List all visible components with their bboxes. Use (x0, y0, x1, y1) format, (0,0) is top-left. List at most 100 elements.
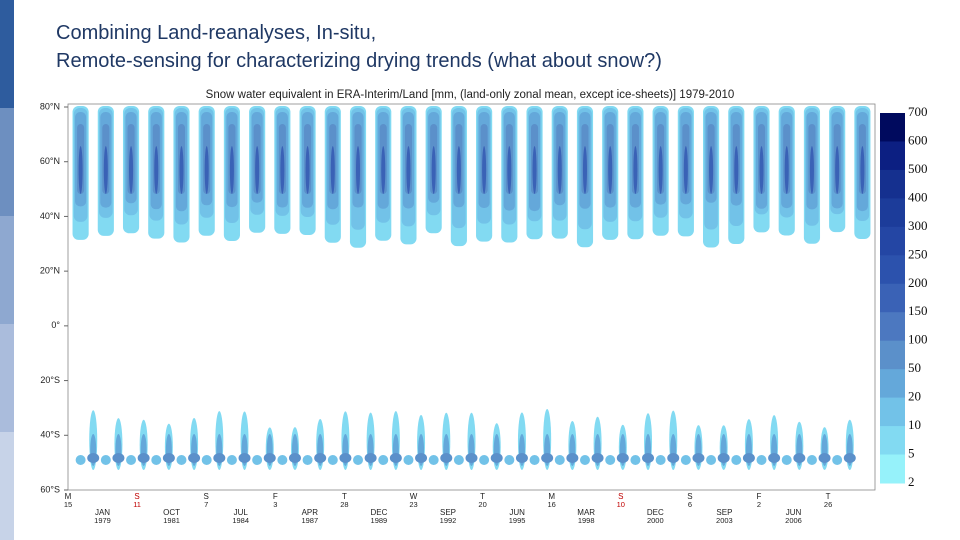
x-day-label: 6 (688, 500, 692, 509)
contour-band (415, 453, 428, 463)
x-year-label: 1987 (301, 516, 318, 525)
x-month-label: OCT (163, 508, 180, 517)
x-day-label: 2 (757, 500, 761, 509)
x-year-label: 1981 (163, 516, 180, 525)
contour-band (364, 453, 377, 463)
contour-band (154, 146, 159, 194)
contour-band (784, 146, 789, 194)
contour-band (252, 455, 263, 465)
contour-band (843, 453, 856, 463)
contour-band (255, 146, 260, 194)
contour-band (179, 146, 184, 194)
contour-band (201, 455, 212, 465)
x-day-label: 7 (204, 500, 208, 509)
x-year-label: 1979 (94, 516, 111, 525)
contour-band (238, 453, 251, 463)
contour-band (793, 453, 806, 463)
x-year-label: 2006 (785, 516, 802, 525)
x-day-label: 20 (478, 500, 486, 509)
x-weekday-label: M (65, 492, 72, 501)
x-year-label: 1995 (509, 516, 526, 525)
contour-band (655, 455, 666, 465)
x-weekday-label: T (342, 492, 347, 501)
x-day-label: 3 (273, 500, 277, 509)
contour-band (479, 455, 490, 465)
contour-band (103, 146, 108, 194)
contour-band (734, 146, 739, 194)
x-month-label: JUN (786, 508, 802, 517)
x-year-label: 2003 (716, 516, 733, 525)
colorbar-label: 200 (908, 275, 928, 290)
contour-band (742, 453, 755, 463)
contour-band (680, 455, 691, 465)
side-bar (0, 0, 14, 540)
contour-band (630, 455, 641, 465)
contour-band (188, 453, 201, 463)
x-month-label: SEP (716, 508, 732, 517)
colorbar-label: 10 (908, 417, 921, 432)
contour-band (709, 146, 714, 194)
contour-band (706, 455, 717, 465)
y-tick-label: 20°N (40, 266, 60, 276)
contour-band (759, 146, 764, 194)
colorbar-swatch (880, 283, 905, 313)
contour-band (353, 455, 364, 465)
contour-band (226, 455, 237, 465)
contour-band (176, 455, 187, 465)
contour-band (87, 453, 100, 463)
colorbar-swatch (880, 198, 905, 228)
colorbar-swatch (880, 169, 905, 199)
x-weekday-label: S (134, 492, 139, 501)
colorbar-label: 500 (908, 161, 928, 176)
contour-band (305, 146, 310, 194)
contour-band (440, 453, 453, 463)
x-year-label: 2000 (647, 516, 664, 525)
contour-band (541, 453, 554, 463)
colorbar-label: 20 (908, 389, 921, 404)
contour-band (378, 455, 389, 465)
contour-band (277, 455, 288, 465)
slide-title: Combining Land-reanalyses, In-situ, (56, 22, 377, 44)
colorbar-label: 400 (908, 189, 928, 204)
x-day-label: 26 (824, 500, 832, 509)
contour-band (229, 146, 234, 194)
y-tick-label: 40°N (40, 211, 60, 221)
contour-band (768, 453, 781, 463)
contour-band (129, 146, 134, 194)
x-month-label: DEC (647, 508, 664, 517)
contour-band (456, 146, 461, 194)
colorbar-swatch (880, 141, 905, 171)
contour-band (330, 146, 335, 194)
x-day-label: 16 (548, 500, 556, 509)
contour-band (781, 455, 792, 465)
colorbar-swatch (880, 226, 905, 256)
y-tick-label: 40°S (40, 430, 60, 440)
x-month-label: JUN (509, 508, 525, 517)
colorbar-label: 2 (908, 474, 915, 489)
contour-band (75, 455, 86, 465)
colorbar-label: 250 (908, 246, 928, 261)
y-tick-label: 20°S (40, 375, 60, 385)
contour-band (658, 146, 663, 194)
x-year-label: 1989 (371, 516, 388, 525)
contour-band (288, 453, 301, 463)
contour-band (608, 146, 613, 194)
colorbar-label: 5 (908, 446, 915, 461)
colorbar-label: 50 (908, 360, 921, 375)
contour-band (591, 453, 604, 463)
contour-field (72, 106, 871, 471)
contour-band (137, 453, 150, 463)
contour-band (162, 453, 175, 463)
contour-band (532, 146, 537, 194)
colorbar-label: 300 (908, 218, 928, 233)
x-weekday-label: W (410, 492, 418, 501)
contour-band (263, 453, 276, 463)
contour-band (554, 455, 565, 465)
contour-band (431, 146, 436, 194)
contour-band (566, 453, 579, 463)
contour-band (453, 455, 464, 465)
contour-band (406, 146, 411, 194)
contour-band (403, 455, 414, 465)
